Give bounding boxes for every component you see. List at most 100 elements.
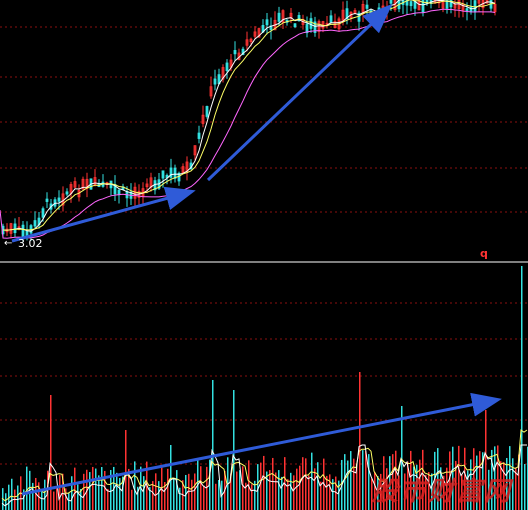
volume-bar <box>233 390 235 510</box>
volume-bar <box>266 471 268 510</box>
candle-body <box>161 170 165 179</box>
volume-bar <box>98 475 100 510</box>
candle-body <box>245 39 249 46</box>
volume-bar <box>80 489 82 510</box>
volume-bar <box>260 462 262 510</box>
volume-bar <box>488 469 490 510</box>
volume-bar <box>338 480 340 510</box>
trend-arrow-volume <box>21 392 502 496</box>
volume-bar <box>392 454 394 510</box>
volume-bar <box>272 457 274 510</box>
volume-bar <box>455 460 457 510</box>
volume-bar <box>353 458 355 510</box>
trend-arrow-price-1 <box>11 186 196 243</box>
candle-body <box>473 0 477 13</box>
volume-bar <box>332 479 334 510</box>
volume-bar <box>5 493 7 510</box>
volume-bar <box>89 472 91 510</box>
volume-bar <box>446 467 448 510</box>
volume-bar <box>350 451 352 510</box>
volume-bar <box>128 468 130 510</box>
volume-bar <box>482 452 484 510</box>
price-panel: 3.02 ← <box>0 0 528 250</box>
volume-bar <box>377 476 379 510</box>
watermark-logo: 股市财富网 <box>371 477 514 507</box>
volume-bar <box>347 460 349 510</box>
volume-bar <box>170 445 172 510</box>
volume-bar <box>161 466 163 510</box>
volume-bar <box>515 467 517 510</box>
candle-body <box>477 0 481 4</box>
volume-bar <box>422 449 424 510</box>
volume-bar <box>389 456 391 510</box>
volume-bar <box>242 466 244 510</box>
volume-bar <box>356 464 358 510</box>
volume-bar <box>449 451 451 510</box>
volume-bar <box>194 473 196 510</box>
volume-bar <box>374 471 376 510</box>
volume-bar <box>434 451 436 510</box>
candle-body <box>173 167 177 179</box>
volume-bar <box>209 459 211 510</box>
candle-body <box>181 166 185 174</box>
volume-bar <box>476 455 478 510</box>
candle-body <box>313 21 317 33</box>
volume-bar <box>74 467 76 510</box>
volume-bar <box>314 468 316 510</box>
volume-bar <box>497 445 499 510</box>
volume-bar <box>245 482 247 510</box>
candle-body <box>409 1 413 7</box>
volume-bar <box>395 450 397 510</box>
candle-body <box>445 0 449 9</box>
candle-body <box>65 191 69 195</box>
candle-body <box>169 167 173 178</box>
volume-bar <box>500 461 502 510</box>
volume-bar <box>329 474 331 510</box>
volume-bar <box>413 466 415 510</box>
volume-bar <box>485 410 487 510</box>
candle-body <box>233 50 237 55</box>
volume-bar <box>326 475 328 510</box>
volume-bar <box>95 468 97 510</box>
volume-bar <box>131 489 133 510</box>
volume-bar <box>440 467 442 510</box>
volume-bar <box>251 484 253 510</box>
ma-long-line <box>0 8 496 239</box>
volume-bar <box>419 459 421 510</box>
candle-body <box>193 145 197 156</box>
candle-body <box>441 0 445 9</box>
volume-bar <box>26 466 28 510</box>
candle-body <box>421 0 425 13</box>
volume-bar <box>116 472 118 510</box>
volume-bar <box>134 461 136 510</box>
price-candles <box>1 0 497 243</box>
volume-bar <box>188 473 190 510</box>
volume-bar <box>344 454 346 510</box>
volume-bar <box>179 487 181 510</box>
ma-short-line <box>2 0 496 232</box>
volume-bar <box>461 474 463 510</box>
volume-bar <box>416 464 418 510</box>
candle-body <box>225 62 229 72</box>
volume-bar <box>200 466 202 510</box>
volume-bar <box>230 473 232 510</box>
volume-bar <box>119 478 121 510</box>
volume-bar <box>407 461 409 510</box>
candle-body <box>209 86 213 97</box>
volume-bar <box>491 449 493 510</box>
volume-bar <box>470 459 472 510</box>
volume-bar <box>158 481 160 510</box>
volume-bar <box>155 473 157 510</box>
volume-bar <box>11 478 13 510</box>
volume-bar <box>185 474 187 510</box>
volume-bar <box>248 460 250 510</box>
volume-bar <box>371 478 373 510</box>
volume-bar <box>518 454 520 510</box>
volume-bar <box>104 470 106 510</box>
volume-bar <box>443 475 445 510</box>
candle-body <box>45 198 49 202</box>
candle-body <box>205 106 209 117</box>
candle-body <box>249 38 253 43</box>
volume-bar <box>263 455 265 510</box>
volume-bar <box>152 481 154 510</box>
